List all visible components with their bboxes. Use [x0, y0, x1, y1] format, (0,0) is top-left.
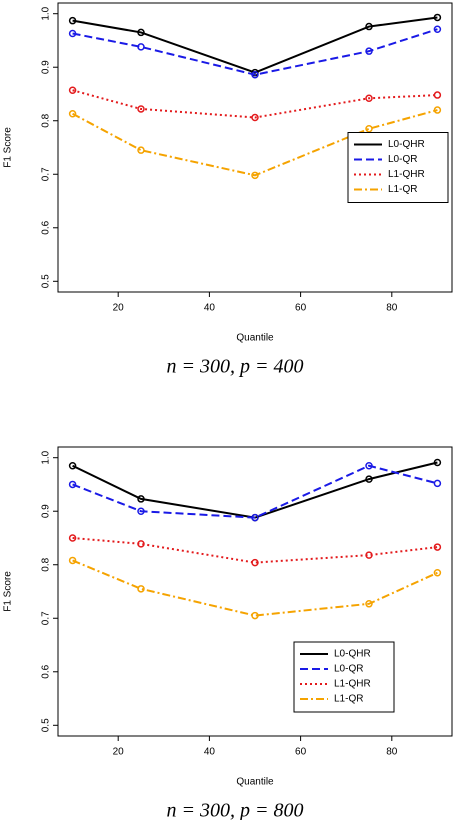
point — [365, 47, 373, 55]
caption: n = 300, p = 400 — [167, 356, 304, 378]
legend-label: L1-QR — [388, 184, 417, 195]
point — [365, 22, 373, 31]
legend-label: L0-QHR — [388, 139, 425, 150]
y-tick-label: 0.5 — [41, 274, 52, 288]
point — [433, 543, 442, 551]
legend-label: L1-QR — [334, 694, 363, 705]
series-line — [72, 28, 438, 76]
point — [365, 551, 373, 559]
x-tick-label: 20 — [113, 303, 125, 314]
y-tick-label: 0.8 — [41, 557, 52, 571]
legend-label: L0-QR — [388, 154, 417, 165]
series-line — [72, 109, 438, 177]
point — [68, 534, 77, 542]
point — [433, 106, 442, 114]
point — [433, 458, 442, 467]
point — [433, 25, 442, 33]
y-tick-label: 0.9 — [41, 504, 52, 518]
point — [68, 86, 77, 94]
series-line — [72, 536, 438, 564]
point — [68, 556, 77, 565]
chart: 0.5 0.6 0.7 0.8 0.9 1.0 20 40 60 80 Quantile F1 Sco… — [3, 2, 453, 378]
x-tick-label: 20 — [113, 747, 125, 758]
x-tick-label: 80 — [386, 747, 398, 758]
y-tick-label: 1.0 — [41, 6, 52, 20]
y-tick-label: 0.8 — [41, 113, 52, 127]
y-tick-label: 0.6 — [41, 220, 52, 234]
point — [137, 105, 145, 113]
y-tick-label: 0.6 — [41, 664, 52, 678]
point — [68, 480, 77, 489]
point — [251, 171, 259, 180]
x-tick-label: 60 — [295, 303, 307, 314]
x-tick-label: 80 — [386, 303, 398, 314]
plot-frame — [57, 446, 453, 737]
y-axis-label: F1 Score — [3, 127, 14, 168]
point — [68, 29, 77, 38]
y-tick-label: 0.5 — [41, 718, 52, 732]
point — [433, 479, 442, 488]
series-line — [72, 16, 438, 74]
point — [251, 113, 259, 122]
y-tick-label: 0.7 — [41, 611, 52, 625]
chart: 0.5 0.6 0.7 0.8 0.9 1.0 20 40 60 80 Quantile F1 Sco… — [3, 446, 453, 820]
plot-frame — [57, 2, 453, 293]
series-line — [72, 559, 438, 617]
point — [365, 475, 373, 483]
y-tick-label: 0.7 — [41, 167, 52, 181]
point — [251, 513, 259, 522]
x-axis-label: Quantile — [236, 333, 274, 344]
series-line — [72, 464, 438, 519]
x-tick-label: 40 — [204, 747, 216, 758]
point — [137, 146, 145, 154]
x-axis-label: Quantile — [236, 777, 274, 788]
point — [433, 569, 442, 577]
series-line — [72, 461, 438, 519]
point — [433, 91, 442, 99]
point — [137, 540, 145, 548]
y-tick-label: 0.9 — [41, 60, 52, 74]
point — [433, 13, 442, 22]
series-line — [72, 89, 438, 119]
point — [137, 507, 145, 515]
point — [251, 611, 259, 620]
point — [137, 495, 145, 503]
point — [365, 600, 373, 608]
x-tick-label: 60 — [295, 747, 307, 758]
point — [251, 70, 259, 79]
legend-label: L1-QHR — [334, 679, 371, 690]
point — [137, 28, 145, 37]
point — [365, 94, 373, 103]
legend-label: L1-QHR — [388, 169, 425, 180]
legend-label: L0-QHR — [334, 649, 371, 660]
point — [137, 585, 145, 593]
y-tick-label: 1.0 — [41, 450, 52, 464]
point — [68, 16, 77, 25]
y-axis-label: F1 Score — [3, 571, 14, 612]
caption: n = 300, p = 800 — [167, 800, 304, 820]
point — [365, 461, 373, 470]
point — [68, 110, 77, 118]
point — [365, 125, 373, 133]
legend-label: L0-QR — [334, 664, 363, 675]
point — [137, 43, 145, 51]
point — [251, 558, 259, 567]
x-tick-label: 40 — [204, 303, 216, 314]
point — [68, 461, 77, 470]
